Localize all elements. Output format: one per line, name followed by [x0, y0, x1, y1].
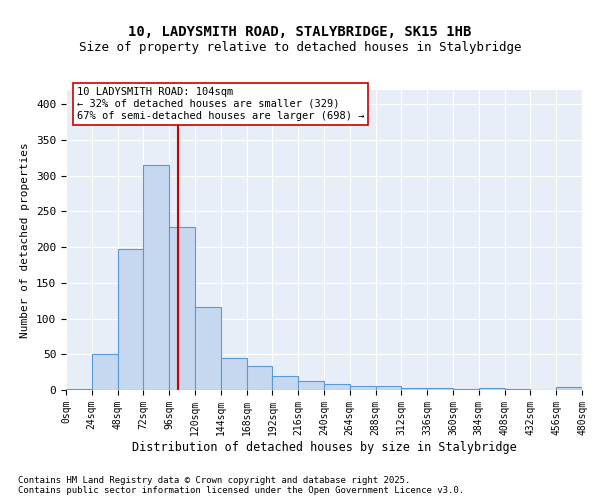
Bar	[272, 376, 298, 390]
Text: 10, LADYSMITH ROAD, STALYBRIDGE, SK15 1HB: 10, LADYSMITH ROAD, STALYBRIDGE, SK15 1H…	[128, 26, 472, 40]
Text: 10 LADYSMITH ROAD: 104sqm
← 32% of detached houses are smaller (329)
67% of semi: 10 LADYSMITH ROAD: 104sqm ← 32% of detac…	[77, 88, 364, 120]
Bar	[195, 307, 221, 390]
X-axis label: Distribution of detached houses by size in Stalybridge: Distribution of detached houses by size …	[131, 440, 517, 454]
Bar	[401, 388, 427, 390]
Bar	[66, 388, 92, 390]
Text: Contains HM Land Registry data © Crown copyright and database right 2025.
Contai: Contains HM Land Registry data © Crown c…	[18, 476, 464, 495]
Bar	[427, 388, 453, 390]
Bar	[479, 388, 505, 390]
Bar	[118, 250, 143, 390]
Bar	[298, 380, 324, 390]
Y-axis label: Number of detached properties: Number of detached properties	[20, 142, 31, 338]
Bar	[376, 386, 401, 390]
Text: Size of property relative to detached houses in Stalybridge: Size of property relative to detached ho…	[79, 41, 521, 54]
Bar	[324, 384, 350, 390]
Bar	[556, 387, 582, 390]
Bar	[143, 165, 169, 390]
Bar	[350, 386, 376, 390]
Bar	[221, 358, 247, 390]
Bar	[247, 366, 272, 390]
Bar	[169, 227, 195, 390]
Bar	[92, 354, 118, 390]
